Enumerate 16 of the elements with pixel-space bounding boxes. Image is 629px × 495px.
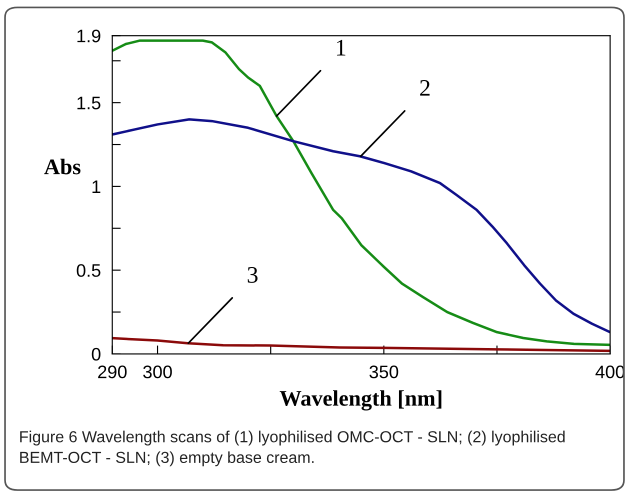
x-tick-label: 350 xyxy=(369,366,398,378)
x-tick-label: 290 xyxy=(98,366,127,378)
x-tick-label: 300 xyxy=(143,366,172,378)
y-tick-label: 1.9 xyxy=(77,30,100,42)
y-tick-label: 1 xyxy=(92,180,100,193)
annotation: 3 xyxy=(248,266,258,283)
annotation: 1 xyxy=(336,40,346,56)
line-series xyxy=(112,118,610,334)
annotation: 2 xyxy=(420,80,430,96)
y-tick-label: 1.5 xyxy=(77,96,100,110)
y-tick-label: 0 xyxy=(92,348,100,361)
line-series xyxy=(112,39,610,346)
y-tick-label: 0.5 xyxy=(76,264,100,277)
x-axis-title: Wavelength [nm] xyxy=(280,390,442,411)
caption: Figure 6 Wavelength scans of (1) lyophilised OMC-OCT - SLN; (2) lyophilised BEMT-OCT - SLN; (3) empty base cream. xyxy=(20,430,565,466)
y-axis-title: Abs xyxy=(44,158,80,174)
